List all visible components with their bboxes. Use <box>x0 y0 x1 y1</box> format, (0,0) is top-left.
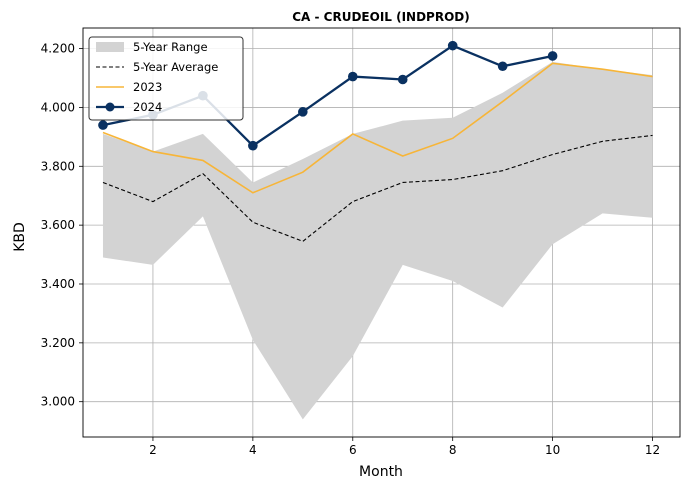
y-tick-label: 3.800 <box>41 159 75 173</box>
data-point-2024 <box>98 120 108 130</box>
data-point-2024 <box>547 51 558 61</box>
legend-label: 5-Year Average <box>133 60 218 74</box>
series-lines <box>98 40 653 242</box>
legend-swatch-range <box>96 42 124 52</box>
range-band <box>102 61 653 420</box>
axes <box>79 27 681 441</box>
y-axis-title: KBD <box>12 222 28 252</box>
legend: 5-Year Range 5-Year Average 2023 2024 <box>88 36 244 121</box>
plot-frame <box>82 27 681 438</box>
data-point-2024 <box>298 107 308 117</box>
x-tick-label: 2 <box>149 443 157 457</box>
y-tick-label: 3.000 <box>41 395 75 409</box>
legend-swatch-marker <box>105 102 115 112</box>
chart-title: CA - CRUDEOIL (INDPROD) <box>292 10 470 24</box>
x-axis-title: Month <box>359 464 403 480</box>
y-tick-label: 3.600 <box>41 218 75 232</box>
y-tick-label: 3.400 <box>41 277 75 291</box>
x-tick-label: 4 <box>249 443 257 457</box>
data-point-2024 <box>248 140 258 151</box>
legend-label: 2023 <box>133 80 162 94</box>
legend-label: 2024 <box>133 100 162 114</box>
y-tick-label: 3.200 <box>41 336 75 350</box>
x-tick-label: 12 <box>645 443 660 457</box>
legend-box <box>88 36 244 121</box>
x-tick-label: 8 <box>449 443 457 457</box>
tick-labels: 2 4 6 8 10 12 3.000 3.200 3.400 3.600 3.800 4.000 4.… <box>41 42 661 457</box>
data-point-2024 <box>397 74 408 85</box>
series-line-5-year-average <box>102 134 653 242</box>
y-tick-label: 4.200 <box>41 42 75 56</box>
x-tick-label: 10 <box>545 443 560 457</box>
x-tick-label: 6 <box>349 443 357 457</box>
legend-label: 5-Year Range <box>133 40 208 54</box>
series-line-2023 <box>102 62 653 194</box>
data-point-2024 <box>447 40 458 51</box>
y-tick-label: 4.000 <box>41 100 75 114</box>
data-point-2024 <box>497 61 508 72</box>
range-band-area <box>102 61 653 420</box>
data-point-2024 <box>347 71 358 82</box>
